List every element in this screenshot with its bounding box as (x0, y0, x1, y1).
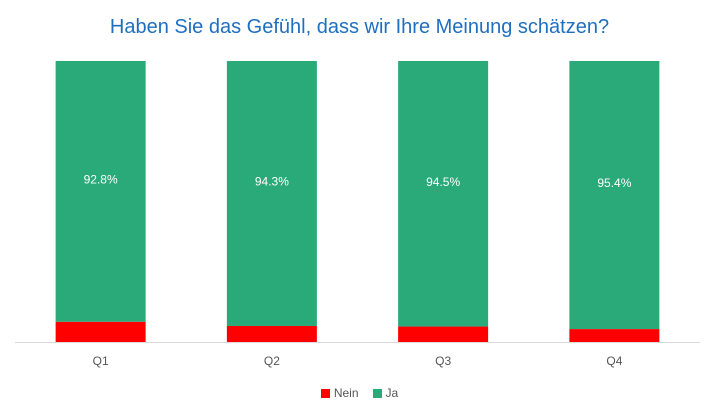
legend-item-nein: Nein (320, 386, 359, 400)
data-label-q2: 94.3% (255, 175, 289, 189)
legend-swatch-ja (372, 388, 382, 398)
x-tick-label-q4: Q4 (606, 354, 622, 368)
data-label-q1: 92.8% (84, 173, 118, 187)
legend-swatch-nein (320, 388, 330, 398)
bar-ja-q3 (398, 61, 489, 327)
x-tick-label-q1: Q1 (93, 354, 109, 368)
legend-label-ja: Ja (385, 386, 399, 400)
bar-ja-q1 (55, 61, 146, 322)
bar-nein-q4 (569, 329, 660, 342)
legend: Nein Ja (0, 386, 719, 400)
data-label-q4: 95.4% (597, 176, 631, 190)
bar-nein-q3 (398, 326, 489, 342)
bar-nein-q2 (226, 325, 317, 342)
legend-item-ja: Ja (372, 386, 399, 400)
x-tick-label-q3: Q3 (435, 354, 451, 368)
bar-nein-q1 (55, 321, 146, 342)
bar-ja-q2 (226, 61, 317, 326)
bar-ja-q4 (569, 61, 660, 330)
data-label-q3: 94.5% (426, 175, 460, 189)
x-tick-label-q2: Q2 (264, 354, 280, 368)
legend-label-nein: Nein (333, 386, 359, 400)
chart-title: Haben Sie das Gefühl, dass wir Ihre Mein… (109, 16, 610, 38)
